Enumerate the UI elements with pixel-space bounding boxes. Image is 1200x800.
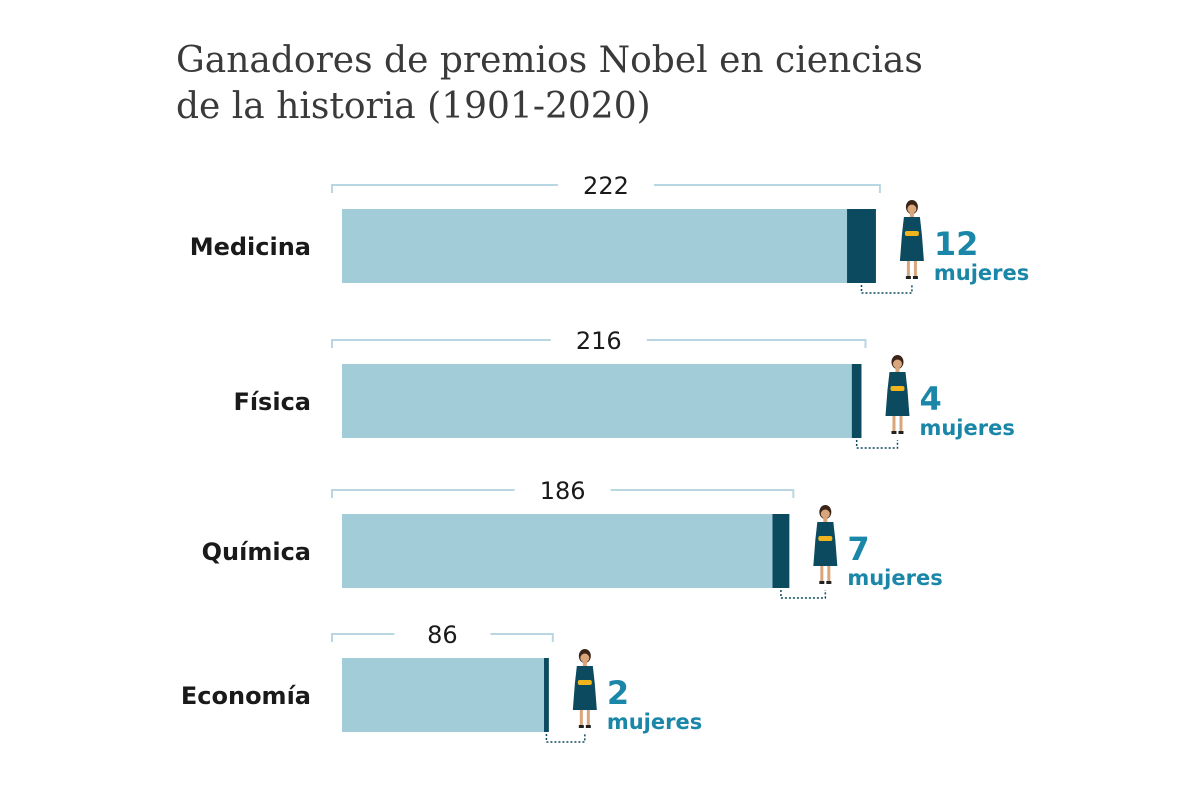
woman-with-medal-icon xyxy=(885,355,910,434)
woman-with-medal-icon xyxy=(899,200,924,279)
women-bracket xyxy=(780,590,827,599)
women-unit-label: mujeres xyxy=(919,416,1014,440)
category-label: Medicina xyxy=(190,233,311,261)
total-value-label: 86 xyxy=(427,621,458,649)
total-value-label: 186 xyxy=(540,477,586,505)
chart-title: Ganadores de premios Nobel en ciencias d… xyxy=(176,38,923,130)
category-label: Química xyxy=(202,538,311,566)
woman-with-medal-icon xyxy=(572,649,597,728)
women-bracket xyxy=(860,285,913,294)
bar-women xyxy=(772,514,790,588)
category-label: Física xyxy=(233,388,311,416)
total-value-label: 216 xyxy=(576,327,622,355)
women-count-label: 7 xyxy=(847,530,869,568)
bar-women xyxy=(851,364,862,438)
women-count-label: 12 xyxy=(934,225,979,263)
women-unit-label: mujeres xyxy=(847,566,942,590)
bar-women xyxy=(544,658,549,732)
bar-total xyxy=(342,658,549,732)
bar-total xyxy=(342,209,876,283)
total-bracket xyxy=(331,339,867,348)
women-bracket xyxy=(855,440,899,449)
women-count-label: 2 xyxy=(607,674,629,712)
title-line-2: de la historia (1901-2020) xyxy=(176,86,651,127)
women-count-label: 4 xyxy=(919,380,941,418)
bar-total xyxy=(342,514,790,588)
title-line-1: Ganadores de premios Nobel en ciencias xyxy=(176,40,923,81)
total-bracket xyxy=(331,489,795,498)
total-value-label: 222 xyxy=(583,172,629,200)
women-bracket xyxy=(545,734,586,743)
bar-total xyxy=(342,364,862,438)
category-label: Economía xyxy=(181,682,311,710)
woman-with-medal-icon xyxy=(813,505,838,584)
total-bracket xyxy=(331,184,881,193)
women-unit-label: mujeres xyxy=(607,710,702,734)
bar-women xyxy=(847,209,876,283)
women-unit-label: mujeres xyxy=(934,261,1029,285)
total-bracket xyxy=(331,633,554,642)
